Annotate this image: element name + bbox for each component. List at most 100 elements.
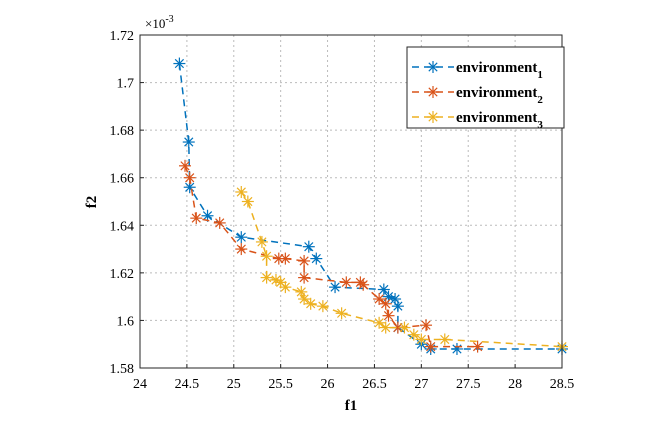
data-point — [471, 340, 484, 353]
data-point — [316, 300, 329, 313]
data-point — [260, 271, 273, 284]
data-point — [183, 171, 196, 184]
data-point — [298, 271, 311, 284]
series-line — [184, 165, 478, 348]
marker-stroke — [280, 253, 290, 264]
marker-stroke — [184, 137, 194, 147]
y-tick-label: 1.7 — [117, 77, 135, 92]
data-point — [373, 316, 386, 329]
data-point — [255, 235, 268, 248]
marker-stroke — [304, 242, 314, 252]
data-point — [310, 252, 323, 265]
marker-stroke — [428, 87, 438, 97]
x-tick-label: 26 — [321, 377, 335, 392]
marker-stroke — [271, 275, 281, 285]
marker-stroke — [311, 253, 321, 264]
y-tick-label: 1.62 — [110, 267, 135, 282]
y-multiplier: ×10-3 — [145, 14, 174, 31]
marker-stroke — [257, 237, 267, 247]
marker-stroke — [336, 308, 347, 318]
marker-stroke — [379, 284, 389, 295]
y-tick-label: 1.72 — [110, 29, 135, 44]
x-tick-label: 26.5 — [362, 377, 387, 392]
data-point — [298, 293, 311, 306]
data-point — [450, 342, 463, 355]
y-tick-label: 1.68 — [110, 124, 135, 139]
x-tick-label: 28 — [508, 377, 522, 392]
y-tick-label: 1.6 — [117, 314, 135, 329]
data-point — [183, 181, 196, 194]
marker-stroke — [180, 161, 190, 171]
data-point — [373, 293, 386, 306]
marker-stroke — [440, 334, 450, 345]
marker-stroke — [421, 320, 431, 330]
legend-marker — [427, 61, 439, 73]
data-point — [302, 240, 315, 253]
marker-stroke — [399, 322, 410, 333]
marker-stroke — [299, 256, 309, 266]
marker-stroke — [409, 330, 419, 340]
marker-stroke — [261, 251, 272, 261]
marker-stroke — [416, 334, 426, 345]
marker-stroke — [358, 280, 368, 290]
data-point — [329, 281, 342, 294]
x-axis-label: f1 — [345, 398, 358, 414]
marker-stroke — [393, 322, 403, 333]
data-point — [182, 136, 195, 149]
x-tick-label: 27.5 — [456, 377, 481, 392]
data-point — [279, 252, 292, 265]
data-point — [213, 216, 226, 229]
data-point — [190, 212, 203, 225]
marker-stroke — [428, 112, 438, 122]
marker-stroke — [428, 62, 438, 72]
series-2 — [179, 159, 484, 353]
legend-marker — [427, 111, 439, 123]
data-point — [391, 300, 404, 313]
y-tick-label: 1.58 — [110, 362, 135, 377]
data-point — [407, 328, 420, 341]
marker-stroke — [243, 196, 253, 207]
marker-stroke — [383, 311, 394, 321]
data-point — [260, 250, 273, 263]
x-tick-label: 24.5 — [175, 377, 200, 392]
marker-stroke — [381, 322, 391, 333]
data-point — [398, 321, 411, 334]
legend-entry: environment2 — [456, 85, 543, 106]
legend-entry: environment1 — [456, 60, 543, 81]
marker-stroke — [296, 287, 306, 297]
legend-entry: environment3 — [456, 110, 543, 131]
data-point — [235, 185, 248, 198]
data-point — [304, 297, 317, 310]
marker-stroke — [174, 58, 185, 69]
data-point — [415, 333, 428, 346]
marker-stroke — [393, 301, 403, 311]
marker-stroke — [299, 272, 309, 283]
data-point — [298, 254, 311, 267]
data-point — [335, 307, 348, 320]
data-point — [179, 159, 192, 172]
marker-stroke — [381, 299, 391, 309]
marker-stroke — [306, 299, 316, 309]
marker-stroke — [202, 211, 213, 221]
marker-stroke — [280, 282, 290, 292]
data-point — [340, 276, 353, 289]
data-point — [279, 281, 292, 294]
marker-stroke — [261, 272, 272, 283]
marker-stroke — [426, 341, 436, 352]
x-tick-label: 25.5 — [268, 377, 293, 392]
marker-stroke — [236, 244, 246, 254]
data-point — [424, 340, 437, 353]
x-tick-label: 28.5 — [550, 377, 575, 392]
marker-stroke — [374, 318, 384, 328]
marker-stroke — [472, 341, 483, 352]
data-point — [357, 278, 370, 291]
x-tick-label: 27 — [414, 377, 428, 392]
plot-frame — [139, 34, 563, 369]
marker-stroke — [390, 294, 400, 304]
x-tick-label: 25 — [227, 377, 241, 392]
series-3 — [235, 185, 568, 353]
series-1 — [173, 57, 568, 355]
y-tick-label: 1.64 — [110, 219, 135, 234]
data-point — [235, 231, 248, 244]
